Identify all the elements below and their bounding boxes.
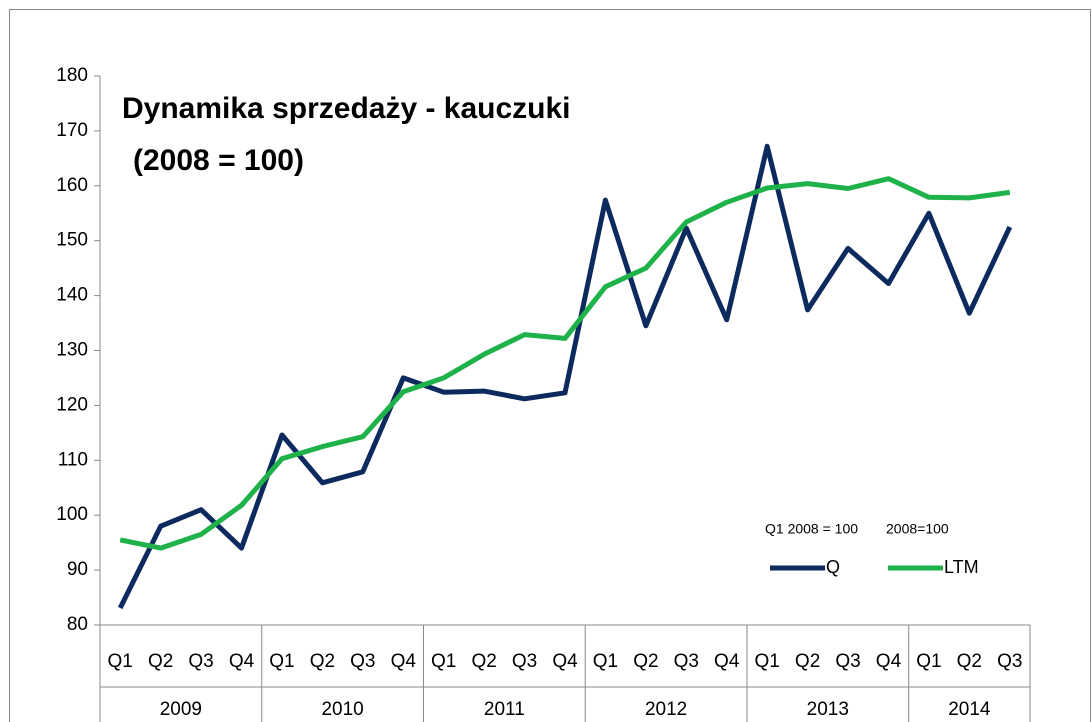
group-label: 2013 — [807, 699, 849, 720]
x-tick-label: Q4 — [876, 651, 902, 672]
y-tick-label: 160 — [56, 175, 88, 196]
x-tick-label: Q1 — [431, 651, 456, 672]
x-tick-label: Q3 — [350, 651, 375, 672]
x-tick-label: Q1 — [916, 651, 941, 672]
x-tick-label: Q2 — [795, 651, 820, 672]
y-tick-label: 130 — [56, 340, 88, 361]
legend-label: Q — [826, 557, 840, 577]
x-tick-label: Q2 — [957, 651, 982, 672]
x-tick-label: Q1 — [269, 651, 294, 672]
group-label: 2014 — [948, 699, 991, 720]
x-tick-label: Q1 — [593, 651, 618, 672]
x-tick-label: Q3 — [674, 651, 699, 672]
y-tick-label: 80 — [67, 614, 88, 635]
y-tick-label: 110 — [58, 449, 88, 470]
x-tick-label: Q3 — [512, 651, 537, 672]
series-line — [119, 176, 1011, 551]
x-tick-label: Q3 — [997, 651, 1022, 672]
y-tick-label: 170 — [56, 120, 88, 141]
x-tick-label: Q2 — [148, 651, 173, 672]
x-tick-label: Q3 — [188, 651, 213, 672]
y-tick-label: 90 — [67, 559, 88, 580]
y-tick-label: 120 — [56, 394, 88, 415]
series-line — [117, 143, 1013, 610]
group-label: 2011 — [484, 699, 525, 720]
chart-title: Dynamika sprzedaży - kauczuki — [122, 92, 571, 125]
y-tick-label: 150 — [56, 230, 88, 251]
x-tick-label: Q3 — [835, 651, 860, 672]
x-tick-label: Q4 — [552, 651, 578, 672]
group-label: 2010 — [321, 699, 363, 720]
chart-subtitle: (2008 = 100) — [133, 144, 304, 177]
x-tick-label: Q1 — [754, 651, 779, 672]
chart-border — [9, 9, 1091, 722]
y-tick-label: 180 — [56, 65, 88, 86]
legend-note: 2008=100 — [886, 521, 949, 537]
x-tick-label: Q4 — [714, 651, 740, 672]
x-tick-label: Q2 — [633, 651, 658, 672]
y-tick-label: 100 — [56, 504, 88, 525]
legend-note: Q1 2008 = 100 — [765, 521, 858, 537]
group-label: 2012 — [645, 699, 687, 720]
x-tick-label: Q2 — [471, 651, 496, 672]
x-tick-label: Q4 — [391, 651, 417, 672]
x-tick-label: Q4 — [229, 651, 255, 672]
legend-label: LTM — [944, 557, 979, 577]
x-tick-label: Q1 — [108, 651, 133, 672]
y-tick-label: 140 — [56, 285, 88, 306]
x-tick-label: Q2 — [310, 651, 335, 672]
group-label: 2009 — [160, 699, 202, 720]
